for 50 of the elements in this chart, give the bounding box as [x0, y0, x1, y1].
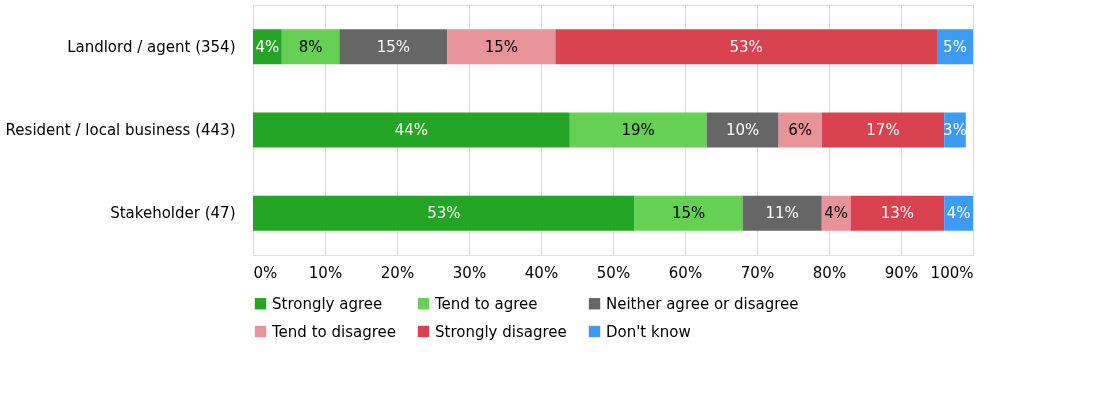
bar	[339, 29, 448, 65]
y-tick-label: Landlord / agent (354)	[67, 37, 236, 56]
legend-label: Strongly agree	[272, 294, 383, 313]
data-label: 4%	[946, 204, 971, 223]
data-label: 10%	[725, 121, 760, 139]
x-tick-label: 30%	[452, 263, 487, 282]
data-label: 11%	[765, 204, 799, 223]
bar	[569, 112, 707, 148]
data-label: 5%	[943, 37, 967, 56]
data-label: 8%	[298, 37, 323, 56]
y-tick-label: Resident / local business (443)	[5, 121, 236, 139]
x-tick-label: 50%	[596, 263, 631, 282]
data-label: 4%	[824, 204, 849, 223]
legend-label: Strongly disagree	[435, 322, 567, 341]
legend-label: Neither agree or disagree	[606, 294, 799, 313]
bar	[634, 195, 743, 231]
y-tick-label: Stakeholder (47)	[110, 204, 236, 223]
bar	[281, 29, 340, 65]
data-label: 13%	[880, 204, 915, 223]
x-tick-label: 10%	[308, 263, 343, 282]
x-tick-label: 60%	[668, 263, 703, 282]
legend-label: Tend to disagree	[271, 322, 396, 341]
data-label: 53%	[729, 37, 763, 56]
x-tick-label: 40%	[524, 263, 559, 282]
data-label: 15%	[484, 37, 519, 56]
bar	[850, 195, 945, 231]
data-label: 44%	[394, 121, 429, 139]
data-label: 6%	[788, 121, 813, 139]
data-label: 17%	[866, 121, 900, 139]
x-tick-label: 20%	[380, 263, 415, 282]
data-label: 19%	[621, 121, 655, 139]
legend-label: Tend to agree	[434, 294, 538, 313]
bar	[706, 112, 779, 148]
x-tick-label: 90%	[884, 263, 919, 282]
legend-label: Don't know	[606, 322, 691, 341]
bar	[742, 195, 822, 231]
data-label: 53%	[427, 204, 461, 223]
bar	[253, 112, 570, 148]
bar	[821, 112, 945, 148]
x-tick-label: 80%	[812, 263, 847, 282]
bar	[555, 29, 937, 65]
data-label: 3%	[943, 121, 967, 139]
x-tick-label: 100%	[930, 263, 974, 282]
bar	[447, 29, 556, 65]
data-label: 4%	[255, 37, 280, 56]
data-label: 15%	[376, 37, 411, 56]
data-label: 15%	[671, 204, 706, 223]
x-tick-label: 0%	[253, 263, 278, 282]
x-tick-label: 70%	[740, 263, 775, 282]
bar	[253, 195, 635, 231]
